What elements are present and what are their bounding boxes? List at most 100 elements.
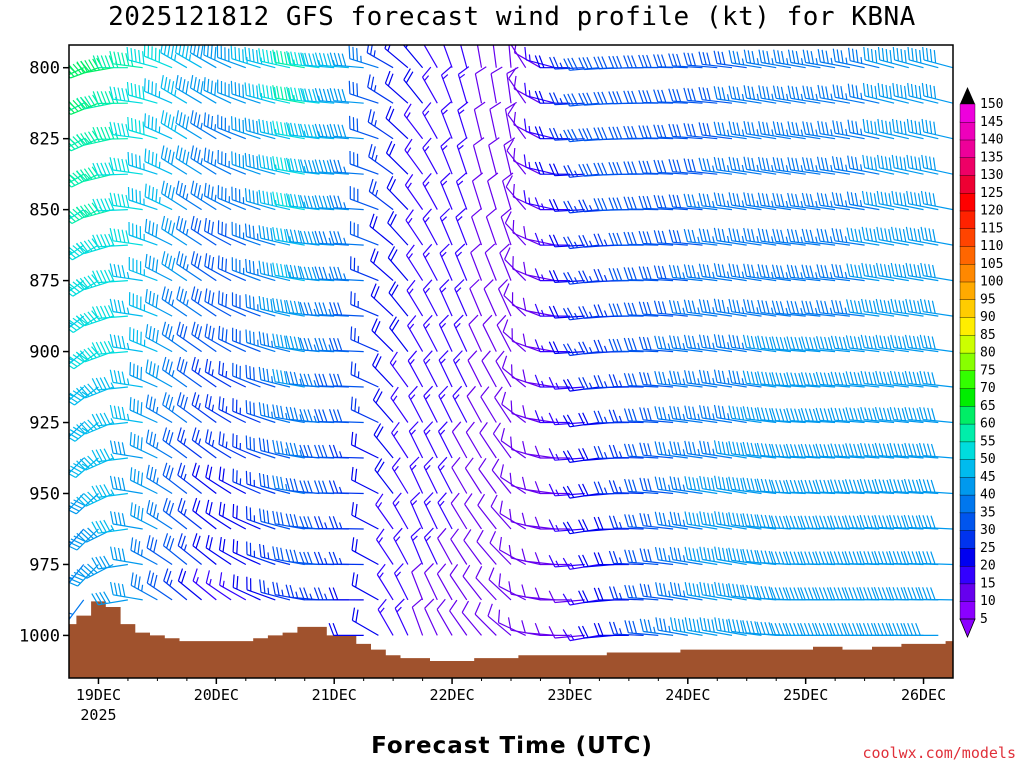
wind-barb xyxy=(162,392,188,423)
wind-barb xyxy=(449,564,468,601)
wind-barb xyxy=(845,443,880,459)
wind-barb xyxy=(639,407,674,424)
wind-barb xyxy=(786,264,821,282)
wind-barb xyxy=(508,67,527,104)
wind-barb xyxy=(439,243,453,281)
wind-barb xyxy=(698,263,733,282)
colorbar-segment xyxy=(959,210,976,230)
wind-barb xyxy=(231,186,261,211)
wind-barb xyxy=(500,427,527,459)
wind-barb xyxy=(919,406,953,424)
wind-barb xyxy=(522,369,556,388)
wind-barb xyxy=(862,82,895,104)
wind-barb xyxy=(244,117,276,140)
wind-barb xyxy=(624,514,659,530)
colorbar-label: 75 xyxy=(980,363,996,378)
colorbar-segment xyxy=(959,103,976,123)
wind-barb xyxy=(831,227,865,246)
wind-barb xyxy=(683,52,718,69)
wind-barb xyxy=(76,57,114,74)
wind-barb xyxy=(145,359,173,388)
wind-barb xyxy=(847,83,880,104)
wind-barb xyxy=(608,480,644,495)
wind-barb xyxy=(349,221,379,246)
wind-barb xyxy=(410,527,424,565)
wind-barb xyxy=(76,94,114,110)
wind-barb xyxy=(109,298,143,317)
wind-barb xyxy=(109,404,143,424)
wind-barb xyxy=(76,202,114,218)
wind-barb xyxy=(423,527,438,565)
wind-barb xyxy=(76,130,114,146)
wind-barb xyxy=(743,120,777,140)
wind-barb xyxy=(393,563,409,601)
wind-barb xyxy=(817,120,850,140)
wind-barb xyxy=(771,372,806,388)
colorbar-segment xyxy=(959,228,976,247)
wind-barb xyxy=(329,266,364,282)
wind-barb xyxy=(860,370,895,388)
wind-barb xyxy=(329,337,364,353)
colorbar-label: 15 xyxy=(980,577,996,592)
wind-barb xyxy=(144,183,173,211)
credit-link[interactable]: coolwx.com/models xyxy=(862,744,1016,762)
wind-barb xyxy=(465,421,483,459)
colorbar-segment xyxy=(959,530,976,549)
wind-barb xyxy=(69,138,84,148)
wind-barb xyxy=(385,140,409,175)
wind-barb xyxy=(698,334,733,353)
wind-barb xyxy=(230,80,261,104)
wind-barb xyxy=(367,109,394,140)
wind-barb xyxy=(832,84,865,104)
wind-barb xyxy=(548,626,585,639)
wind-barb xyxy=(374,458,394,494)
wind-barb xyxy=(272,85,305,104)
colorbar-label: 100 xyxy=(980,275,1003,290)
wind-barb xyxy=(699,617,733,636)
wind-barb xyxy=(918,478,953,495)
wind-barb xyxy=(143,45,173,69)
wind-barb xyxy=(786,336,821,353)
wind-barb xyxy=(190,180,217,211)
wind-barb xyxy=(831,192,865,211)
colorbar-segment xyxy=(959,601,976,620)
wind-barb xyxy=(232,503,261,530)
wind-barb xyxy=(160,110,188,140)
wind-barb xyxy=(403,68,424,104)
wind-barb xyxy=(772,85,806,104)
wind-barb xyxy=(110,546,143,566)
wind-barb xyxy=(890,298,924,317)
wind-barb xyxy=(350,326,379,353)
wind-barb xyxy=(69,279,99,297)
wind-barb xyxy=(846,191,880,211)
x-tick-label: 25DEC xyxy=(783,686,828,704)
wind-barb xyxy=(203,77,232,104)
wind-barb xyxy=(328,444,364,459)
wind-barb xyxy=(593,445,629,459)
wind-barb xyxy=(109,440,143,459)
wind-barb xyxy=(608,303,644,317)
wind-barb xyxy=(299,337,335,353)
wind-barb xyxy=(461,600,482,636)
wind-barb xyxy=(92,126,128,140)
wind-barb xyxy=(608,338,644,353)
y-tick-label: 1000 xyxy=(19,626,60,646)
wind-barb xyxy=(758,85,791,104)
wind-barb xyxy=(817,84,851,104)
wind-barb xyxy=(129,362,158,388)
wind-barb xyxy=(452,350,468,388)
wind-barb xyxy=(161,215,188,246)
wind-barb xyxy=(404,174,424,210)
wind-barb xyxy=(299,230,335,246)
colorbar-segment xyxy=(959,352,976,372)
colorbar-top-triangle xyxy=(960,87,975,104)
wind-barb xyxy=(204,253,232,282)
wind-barb xyxy=(69,315,85,329)
wind-barb xyxy=(203,45,232,69)
wind-barb xyxy=(423,45,438,68)
wind-barb xyxy=(127,151,158,175)
terrain-fill xyxy=(69,601,953,678)
wind-barb xyxy=(457,101,469,139)
wind-barb xyxy=(876,262,909,282)
wind-barb xyxy=(875,298,909,317)
